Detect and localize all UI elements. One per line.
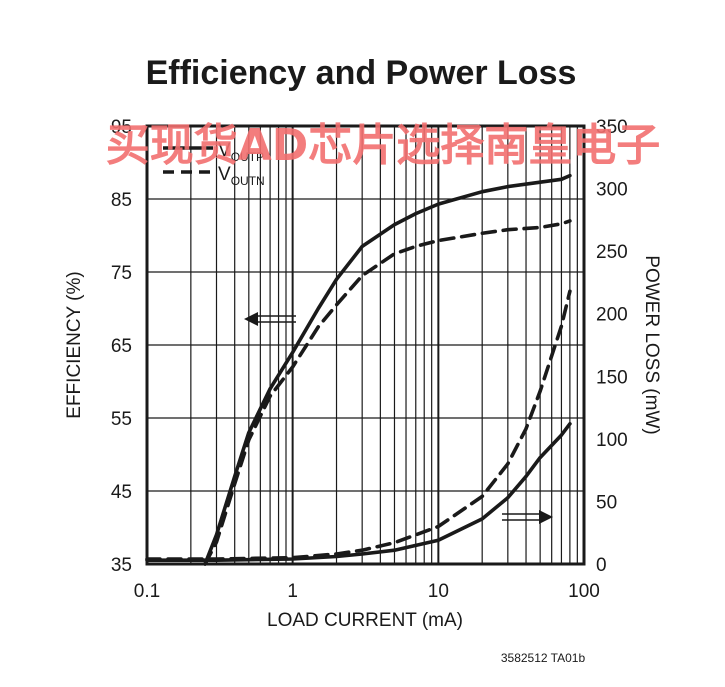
left-y-tick-label: 85 bbox=[111, 190, 132, 211]
right-y-tick-label: 150 bbox=[596, 367, 628, 388]
chart-grid bbox=[147, 126, 584, 564]
left-y-tick-label: 65 bbox=[111, 336, 132, 357]
left-arrow-head bbox=[244, 312, 258, 326]
watermark: 买现货AD芯片选择南皇电子 bbox=[106, 120, 661, 171]
chart-title: Efficiency and Power Loss bbox=[146, 54, 577, 92]
tick-labels: 0.1 1 10 100 35 45 55 65 75 85 95 0 50 100 150 200 250 30… bbox=[111, 117, 628, 602]
left-y-axis-label: EFFICIENCY (%) bbox=[64, 271, 85, 418]
left-y-tick-label: 55 bbox=[111, 409, 132, 430]
right-y-tick-label: 350 bbox=[596, 117, 628, 138]
x-axis-label: LOAD CURRENT (mA) bbox=[267, 610, 463, 631]
right-y-tick-label: 50 bbox=[596, 492, 617, 513]
x-tick-label: 10 bbox=[428, 581, 449, 602]
series-line-right-dashed bbox=[145, 289, 572, 561]
series-line-left-solid bbox=[203, 173, 572, 566]
x-tick-label: 100 bbox=[568, 581, 600, 602]
legend-label: VOUTN bbox=[218, 164, 265, 188]
right-arrow-head bbox=[539, 510, 553, 524]
figure-code: 3582512 TA01b bbox=[501, 651, 586, 665]
right-y-tick-label: 300 bbox=[596, 180, 628, 201]
right-y-axis-label: POWER LOSS (mW) bbox=[641, 255, 662, 434]
right-y-tick-label: 0 bbox=[596, 555, 607, 576]
left-y-tick-label: 75 bbox=[111, 263, 132, 284]
right-y-tick-label: 250 bbox=[596, 242, 628, 263]
plot-frame bbox=[145, 124, 586, 566]
right-y-tick-label: 100 bbox=[596, 430, 628, 451]
left-y-tick-label: 95 bbox=[111, 117, 132, 138]
legend-label: VOUTP bbox=[218, 140, 264, 164]
axis-arrows bbox=[244, 312, 553, 524]
left-y-tick-label: 45 bbox=[111, 482, 132, 503]
x-tick-label: 0.1 bbox=[134, 581, 160, 602]
x-tick-label: 1 bbox=[287, 581, 298, 602]
chart-series bbox=[145, 173, 572, 566]
left-y-tick-label: 35 bbox=[111, 555, 132, 576]
right-y-tick-label: 200 bbox=[596, 305, 628, 326]
series-line-left-dashed bbox=[203, 219, 572, 566]
series-line-right-solid bbox=[145, 422, 572, 562]
